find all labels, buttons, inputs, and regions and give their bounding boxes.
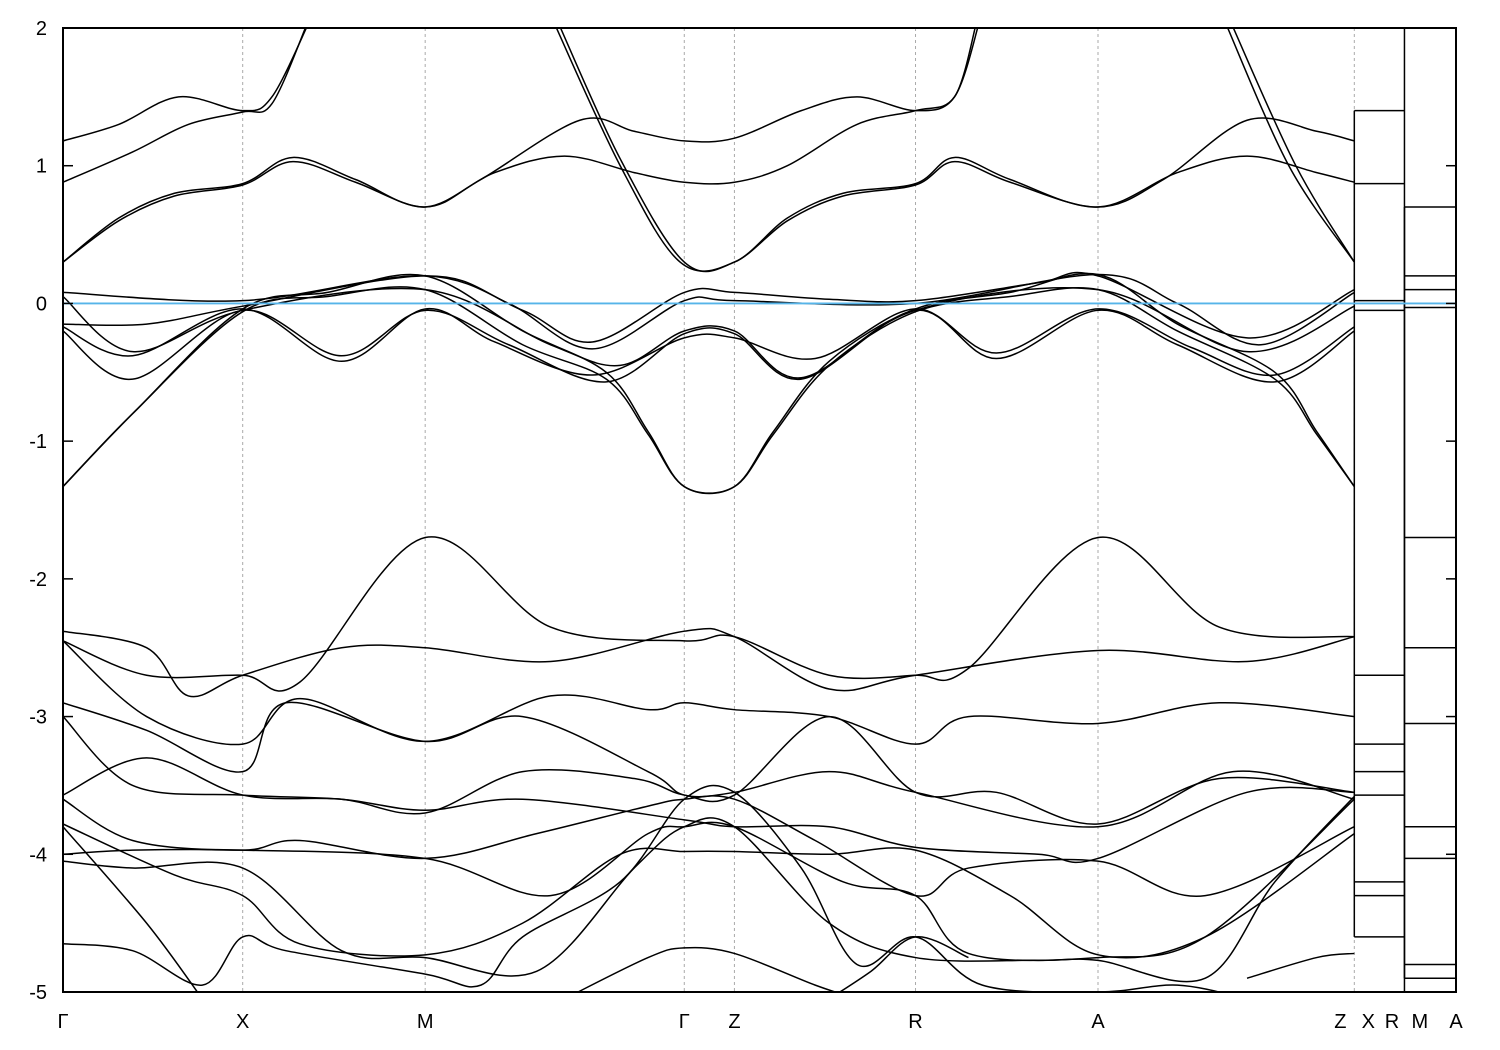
grid-lines (242, 28, 1405, 992)
plot-frame (62, 27, 1457, 993)
band-line (63, 28, 308, 142)
y-tick-label: -4 (29, 844, 47, 866)
band-line (63, 640, 1355, 746)
band-line (63, 308, 1355, 377)
y-tick-label: -3 (29, 707, 47, 729)
band-line (63, 715, 1355, 825)
band-line (63, 716, 1355, 864)
x-tick-label: Z (728, 1011, 740, 1033)
x-tick-label: R (1385, 1011, 1399, 1033)
band-line (63, 826, 199, 992)
x-tick-label: R (908, 1011, 922, 1033)
band-line (559, 28, 1355, 273)
band-line (63, 272, 1355, 495)
y-tick-label: -2 (29, 569, 47, 591)
x-tick-label: X (236, 1011, 249, 1033)
x-tick-label: Γ (679, 1011, 690, 1033)
x-tick-label: Z (1334, 1011, 1346, 1033)
band-line (838, 936, 969, 992)
band-line (63, 28, 979, 263)
band-line (1246, 952, 1355, 979)
band-line (63, 28, 307, 183)
x-tick-label: M (417, 1011, 434, 1033)
x-tick-label: A (1091, 1011, 1105, 1033)
band-line (555, 28, 1355, 272)
band-line (63, 286, 1355, 494)
x-tick-label: M (1411, 1011, 1428, 1033)
x-tick-label: Γ (57, 1011, 68, 1033)
y-tick-label: 1 (36, 156, 47, 178)
band-line (63, 823, 1355, 959)
band-line (1232, 28, 1355, 263)
band-line (63, 795, 1355, 983)
band-line (63, 701, 1355, 828)
band-line (1226, 28, 1355, 263)
x-tick-label: X (1362, 1011, 1375, 1033)
band-line (63, 798, 1355, 962)
y-tick-label: 2 (36, 18, 47, 40)
band-line (576, 946, 838, 992)
band-line (63, 784, 1223, 992)
band-line (63, 627, 1355, 698)
y-tick-label: -1 (29, 431, 47, 453)
y-tick-label: -5 (29, 982, 47, 1004)
y-tick-label: 0 (36, 293, 47, 315)
bands (63, 28, 1456, 992)
y-axis: -5 -4 -3 -2 -1 0 1 2 (29, 18, 1456, 1004)
x-tick-label: A (1449, 1011, 1463, 1033)
band-line (63, 28, 976, 263)
band-line (63, 536, 1355, 692)
band-line (63, 795, 1355, 897)
band-line (63, 309, 1355, 383)
